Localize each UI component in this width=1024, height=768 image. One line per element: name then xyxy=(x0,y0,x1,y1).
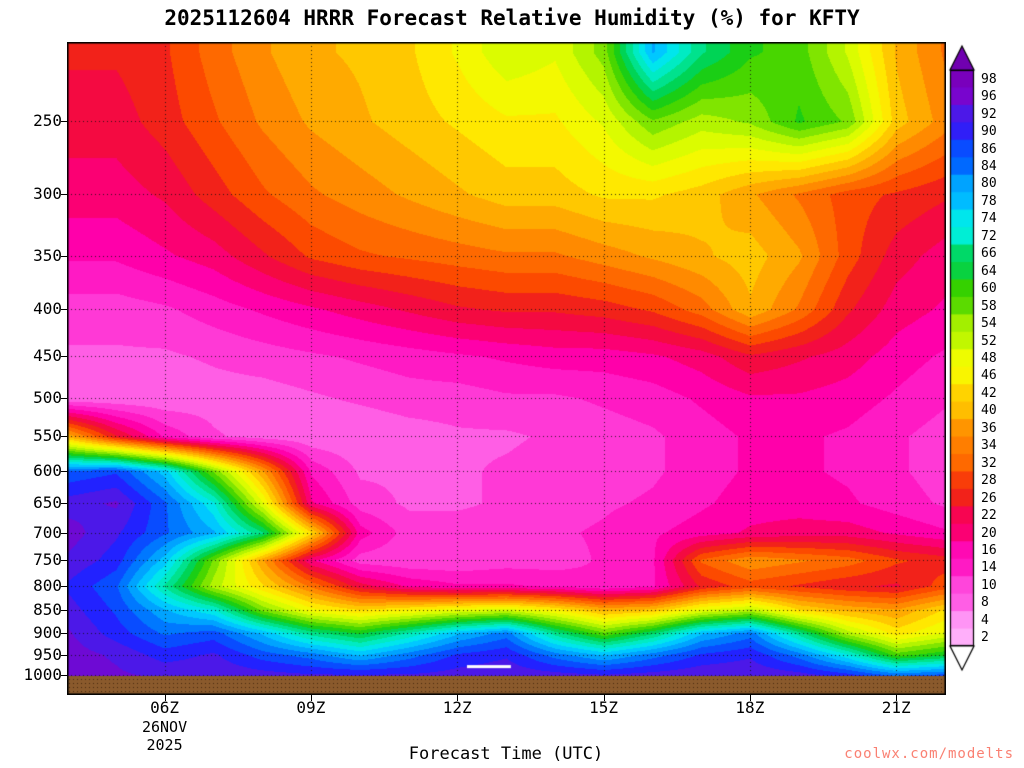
pressure-tick-mark xyxy=(61,436,67,437)
colorbar-tick-label: 16 xyxy=(981,543,997,558)
pressure-tick-label: 850 xyxy=(33,600,62,620)
pressure-tick-mark xyxy=(61,675,67,676)
date-label: 26NOV xyxy=(141,718,188,736)
pressure-tick-mark xyxy=(61,610,67,611)
date-label: 2025 xyxy=(146,736,183,754)
colorbar-tick-label: 8 xyxy=(981,595,989,611)
time-tick-mark xyxy=(604,695,605,701)
time-tick-mark xyxy=(457,695,458,701)
time-tick-label: 06Z xyxy=(150,698,179,717)
colorbar-tick-label: 42 xyxy=(981,385,997,401)
time-tick-mark xyxy=(750,695,751,701)
colorbar-tick-label: 90 xyxy=(981,124,997,140)
colorbar-tick-label: 92 xyxy=(981,106,997,122)
colorbar-tick-label: 32 xyxy=(981,455,997,471)
time-tick-label: 21Z xyxy=(881,698,911,717)
pressure-tick-label: 600 xyxy=(33,460,62,480)
rh-heatmap-canvas xyxy=(67,42,946,695)
pressure-tick-label: 250 xyxy=(33,111,62,131)
pressure-tick-label: 550 xyxy=(33,426,62,446)
colorbar-tick-label: 2 xyxy=(981,630,989,646)
pressure-tick-label: 700 xyxy=(33,522,62,542)
pressure-tick-mark xyxy=(61,121,67,122)
chart-title: 2025112604 HRRR Forecast Relative Humidi… xyxy=(164,6,860,30)
colorbar-tick-label: 28 xyxy=(981,473,997,489)
colorbar-tick-label: 20 xyxy=(981,525,997,541)
time-tick-label: 15Z xyxy=(589,698,618,717)
colorbar-tick-label: 60 xyxy=(981,281,997,297)
colorbar-tick-label: 72 xyxy=(981,228,997,244)
time-tick-label: 09Z xyxy=(296,698,326,717)
colorbar-tick-label: 84 xyxy=(981,159,997,174)
pressure-tick-label: 400 xyxy=(33,299,62,318)
pressure-tick-label: 500 xyxy=(33,388,62,408)
colorbar-tick-label: 46 xyxy=(981,368,997,384)
pressure-tick-mark xyxy=(61,471,67,472)
pressure-tick-mark xyxy=(61,356,67,357)
time-tick-label: 18Z xyxy=(735,698,765,717)
pressure-tick-mark xyxy=(61,309,67,310)
time-tick-mark xyxy=(165,695,166,701)
colorbar-tick-label: 14 xyxy=(981,560,997,576)
colorbar-tick-label: 58 xyxy=(981,298,997,314)
time-tick-label: 12Z xyxy=(442,698,472,717)
colorbar-tick-label: 96 xyxy=(981,89,997,105)
x-axis-title: Forecast Time (UTC) xyxy=(408,744,604,764)
pressure-tick-label: 750 xyxy=(33,550,62,570)
colorbar-tick-label: 10 xyxy=(981,577,997,593)
colorbar-tick-label: 52 xyxy=(981,333,997,349)
pressure-tick-mark xyxy=(61,256,67,257)
colorbar-tick-label: 54 xyxy=(981,316,997,332)
colorbar-tick-label: 4 xyxy=(981,612,989,628)
colorbar-tick-label: 26 xyxy=(981,490,997,506)
pressure-tick-mark xyxy=(61,655,67,656)
pressure-tick-mark xyxy=(61,533,67,534)
pressure-tick-label: 900 xyxy=(33,622,62,642)
pressure-tick-mark xyxy=(61,633,67,634)
pressure-tick-label: 450 xyxy=(33,346,62,366)
colorbar-tick-label: 80 xyxy=(981,176,997,192)
colorbar-tick-label: 40 xyxy=(981,403,997,419)
pressure-tick-label: 800 xyxy=(33,575,62,595)
pressure-tick-label: 350 xyxy=(33,245,62,265)
pressure-tick-mark xyxy=(61,560,67,561)
colorbar-tick-label: 22 xyxy=(981,508,997,524)
colorbar-tick-label: 36 xyxy=(981,420,997,436)
pressure-tick-label: 650 xyxy=(33,492,62,512)
colorbar-tick-label: 64 xyxy=(981,263,997,279)
colorbar-tick-label: 34 xyxy=(981,438,997,454)
time-tick-mark xyxy=(311,695,312,701)
pressure-tick-label: 300 xyxy=(33,184,62,204)
pressure-tick-label: 950 xyxy=(33,644,62,664)
colorbar-tick-label: 48 xyxy=(981,351,997,366)
pressure-tick-mark xyxy=(61,398,67,399)
colorbar-tick-label: 78 xyxy=(981,193,997,209)
colorbar-canvas xyxy=(948,44,978,674)
colorbar-tick-label: 74 xyxy=(981,211,997,227)
colorbar-tick-label: 66 xyxy=(981,246,997,262)
pressure-tick-label: 1000 xyxy=(23,665,62,684)
colorbar-tick-label: 86 xyxy=(981,141,997,157)
pressure-tick-mark xyxy=(61,194,67,195)
watermark-link[interactable]: coolwx.com/modelts xyxy=(844,746,1014,762)
time-tick-mark xyxy=(896,695,897,701)
pressure-tick-mark xyxy=(61,586,67,587)
pressure-tick-mark xyxy=(61,503,67,504)
colorbar-tick-label: 98 xyxy=(981,71,997,87)
